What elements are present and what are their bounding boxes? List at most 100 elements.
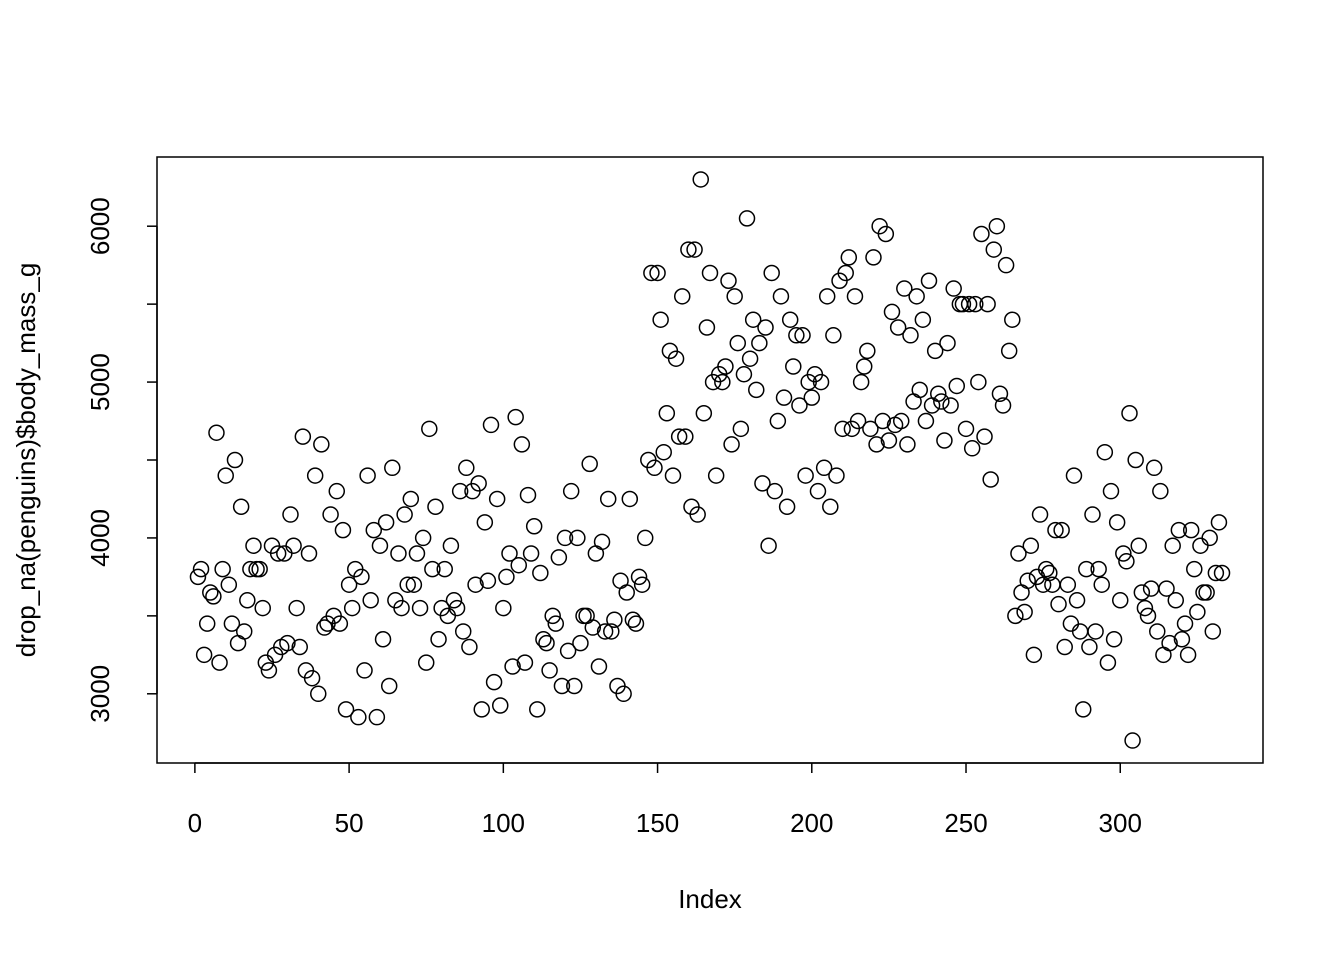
- point: [1161, 634, 1178, 652]
- point: [1111, 592, 1129, 609]
- point: [310, 685, 327, 703]
- point: [1201, 529, 1218, 547]
- point: [892, 412, 910, 430]
- point: [1130, 537, 1148, 554]
- point: [245, 537, 262, 554]
- point: [920, 272, 938, 290]
- point: [491, 697, 509, 714]
- point: [834, 420, 851, 438]
- point: [911, 381, 929, 399]
- point: [877, 225, 895, 243]
- point: [510, 556, 528, 574]
- point: [1068, 592, 1086, 609]
- point: [350, 708, 367, 726]
- point: [1139, 607, 1157, 625]
- x-axis-label: Index: [678, 884, 742, 914]
- point: [1145, 459, 1163, 477]
- point: [1136, 599, 1154, 617]
- point: [643, 264, 660, 282]
- point: [454, 623, 472, 640]
- point: [529, 701, 546, 718]
- point: [1074, 701, 1092, 718]
- point: [544, 607, 561, 625]
- point: [815, 459, 833, 477]
- point: [1031, 506, 1049, 523]
- point: [562, 482, 580, 500]
- point: [781, 311, 799, 328]
- point: [1022, 537, 1040, 554]
- x-tick-label: 200: [790, 808, 833, 838]
- point: [939, 334, 956, 352]
- point: [405, 576, 423, 593]
- point: [279, 634, 296, 652]
- point: [973, 225, 990, 243]
- y-axis-label: drop_na(penguins)$body_mass_g: [11, 263, 41, 658]
- point: [424, 560, 441, 578]
- point: [905, 393, 922, 410]
- point: [828, 467, 845, 484]
- point: [655, 443, 672, 461]
- point: [414, 529, 432, 547]
- point: [707, 467, 725, 484]
- point: [689, 506, 706, 523]
- point: [1016, 603, 1033, 621]
- point: [954, 295, 972, 313]
- point: [621, 490, 639, 508]
- point: [547, 615, 565, 632]
- point: [936, 432, 953, 449]
- point: [522, 545, 540, 562]
- point: [970, 373, 987, 391]
- point: [686, 241, 703, 258]
- point: [868, 436, 885, 453]
- point: [627, 615, 645, 632]
- point: [883, 303, 901, 321]
- point: [451, 482, 469, 500]
- point: [1118, 553, 1135, 570]
- point: [720, 272, 737, 290]
- point: [960, 295, 978, 313]
- point: [1204, 623, 1222, 640]
- point: [251, 560, 268, 578]
- point: [195, 646, 213, 664]
- point: [766, 482, 784, 500]
- point: [726, 288, 743, 305]
- point: [1025, 646, 1043, 664]
- point: [368, 708, 386, 726]
- point: [442, 537, 460, 554]
- point: [495, 599, 512, 617]
- point: [365, 521, 383, 539]
- point: [1182, 521, 1200, 539]
- point: [239, 592, 256, 609]
- point: [516, 654, 534, 671]
- point: [467, 576, 484, 593]
- point: [1102, 482, 1120, 500]
- point: [390, 545, 407, 562]
- point: [822, 498, 839, 516]
- point: [353, 568, 370, 586]
- point: [997, 256, 1015, 274]
- point: [729, 334, 747, 352]
- point: [967, 295, 984, 313]
- point: [242, 560, 259, 578]
- point: [942, 397, 959, 414]
- point: [377, 514, 395, 531]
- point: [1152, 482, 1169, 500]
- point: [519, 486, 537, 504]
- point: [778, 498, 796, 516]
- point: [880, 432, 898, 449]
- point: [596, 623, 614, 640]
- point: [603, 623, 620, 640]
- point: [930, 385, 947, 403]
- point: [430, 630, 447, 648]
- point: [485, 673, 503, 691]
- point: [1198, 584, 1215, 601]
- point: [1121, 404, 1138, 422]
- point: [772, 288, 790, 305]
- point: [658, 404, 676, 422]
- point: [396, 506, 413, 523]
- point: [532, 564, 549, 582]
- point: [421, 420, 438, 438]
- point: [211, 654, 228, 671]
- point: [229, 634, 247, 652]
- point: [593, 533, 611, 551]
